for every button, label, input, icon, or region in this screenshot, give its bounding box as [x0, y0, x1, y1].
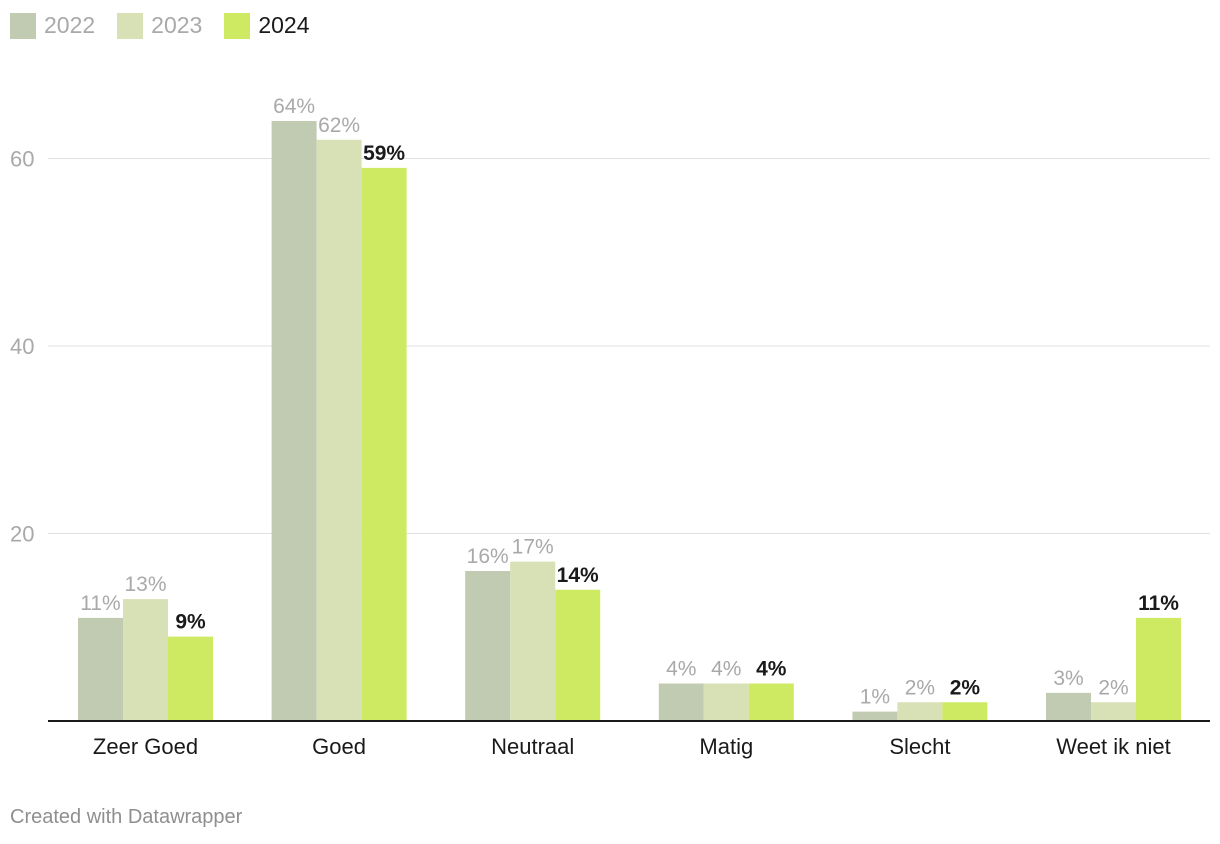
legend-item-2023[interactable]: 2023 [117, 12, 202, 39]
data-label: 2% [905, 676, 935, 699]
data-label: 64% [273, 95, 315, 118]
bar-2023[interactable] [1091, 702, 1136, 721]
data-label: 4% [711, 658, 741, 681]
chart-legend: 2022 2023 2024 [10, 12, 310, 39]
data-label: 4% [666, 658, 696, 681]
data-label: 16% [467, 545, 509, 568]
bar-2024[interactable] [942, 702, 988, 721]
y-tick-label: 60 [10, 147, 34, 172]
bar-2022[interactable] [852, 711, 898, 721]
data-label: 3% [1053, 667, 1083, 690]
x-tick-label: Neutraal [491, 734, 574, 759]
bar-2022[interactable] [1046, 692, 1091, 721]
bar-2024[interactable] [1136, 617, 1181, 721]
bar-2022[interactable] [271, 121, 317, 721]
data-label: 62% [318, 114, 360, 137]
bar-2022[interactable] [658, 683, 704, 722]
bar-2024[interactable] [555, 589, 601, 721]
data-label: 59% [363, 142, 405, 165]
data-label: 2% [950, 676, 981, 699]
x-tick-label: Matig [699, 734, 753, 759]
legend-label-2024: 2024 [258, 12, 310, 38]
x-tick-label: Slecht [889, 734, 950, 759]
data-label: 11% [80, 592, 120, 615]
bar-2023[interactable] [123, 599, 168, 721]
legend-item-2022[interactable]: 2022 [10, 12, 95, 39]
bar-2022[interactable] [465, 571, 511, 721]
data-label: 4% [756, 658, 787, 681]
y-tick-label: 20 [10, 522, 34, 547]
bar-2023[interactable] [703, 683, 749, 722]
legend-swatch-2024 [224, 12, 251, 39]
bar-2023[interactable] [316, 139, 362, 721]
legend-swatch-2022 [10, 12, 36, 39]
bar-2022[interactable] [78, 617, 123, 721]
bar-2023[interactable] [510, 561, 556, 721]
data-label: 1% [860, 686, 890, 709]
x-tick-label: Weet ik niet [1056, 734, 1171, 759]
bar-2024[interactable] [361, 167, 407, 721]
bar-2024[interactable] [748, 683, 794, 722]
data-label: 17% [512, 536, 554, 559]
legend-label-2023: 2023 [151, 12, 203, 38]
data-label: 9% [175, 611, 206, 634]
data-label: 14% [557, 564, 599, 587]
x-tick-label: Zeer Goed [93, 734, 198, 759]
y-tick-label: 40 [10, 334, 34, 359]
data-label: 13% [124, 573, 166, 596]
footer-credit: Created with Datawrapper [10, 806, 243, 828]
bar-2024[interactable] [168, 636, 213, 721]
data-label: 11% [1138, 592, 1179, 615]
x-tick-label: Goed [312, 734, 366, 759]
legend-item-2024[interactable]: 2024 [224, 12, 310, 39]
bar-2023[interactable] [897, 702, 943, 721]
legend-label-2022: 2022 [44, 12, 96, 38]
legend-swatch-2023 [117, 12, 144, 39]
data-label: 2% [1098, 676, 1128, 699]
